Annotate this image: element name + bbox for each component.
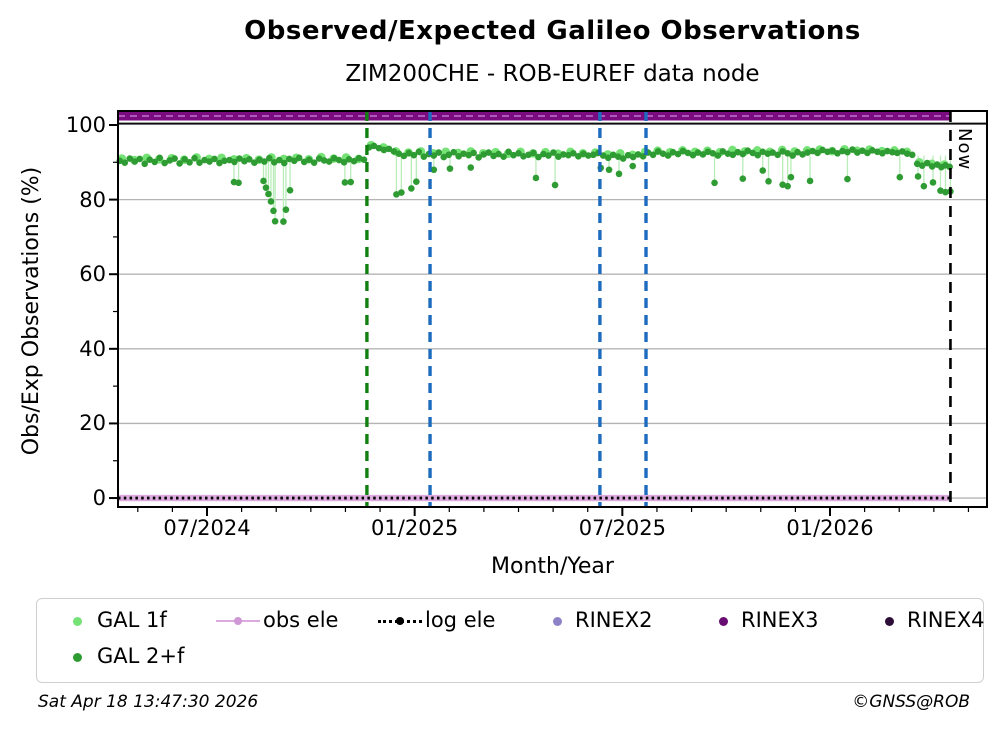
now-label: Now [954,128,975,171]
obs-ele-marker-dot [234,617,242,625]
axis-spines [117,110,988,508]
y-tick-label: 40 [79,336,106,361]
y-tick-label: 100 [65,112,106,137]
log-ele-marker-dot [396,617,404,625]
y-axis-label: Obs/Exp Observations (%) [18,166,44,456]
rinex2-marker [552,616,562,626]
x-tick-label: 01/2026 [786,516,874,540]
legend-label-obs-ele: obs ele [263,608,339,632]
series-gal-2-f [116,142,954,225]
y-tick-label: 80 [79,187,106,212]
x-tick-label: 07/2024 [163,516,251,540]
footer-copyright: ©GNSS@ROB [852,692,970,712]
legend-label-rinex4: RINEX4 [907,608,985,632]
legend-label-gal-2-f: GAL 2+f [97,644,185,668]
grid-layer [118,198,987,499]
footer-timestamp: Sat Apr 18 13:47:30 2026 [38,692,259,712]
x-tick-label: 01/2025 [371,516,459,540]
x-axis-label: Month/Year [491,554,614,579]
rinex4-marker [884,616,894,626]
legend-label-rinex2: RINEX2 [575,608,653,632]
y-tick-label: 20 [79,411,106,436]
obs-ele-band [118,494,951,502]
chart-subtitle: ZIM200CHE - ROB-EUREF data node [345,61,760,87]
legend-label-gal-1f: GAL 1f [97,608,167,632]
gal-1f-marker [72,616,82,626]
rinex3-marker [718,616,728,626]
legend-label-log-ele: log ele [425,608,496,632]
axis-ticks [109,123,970,516]
chart-title: Observed/Expected Galileo Observations [244,16,861,46]
event-vlines [365,111,952,507]
y-tick-label: 0 [92,486,106,511]
legend-label-rinex3: RINEX3 [741,608,819,632]
x-tick-label: 07/2025 [578,516,666,540]
dip-stems [233,155,952,222]
legend: GAL 1f GAL 2+f obs ele log ele RINEX2 RINEX3 R… [36,598,985,683]
y-tick-label: 60 [79,262,106,287]
gal-2-f-marker [72,652,82,662]
rinex3-band [118,111,951,121]
